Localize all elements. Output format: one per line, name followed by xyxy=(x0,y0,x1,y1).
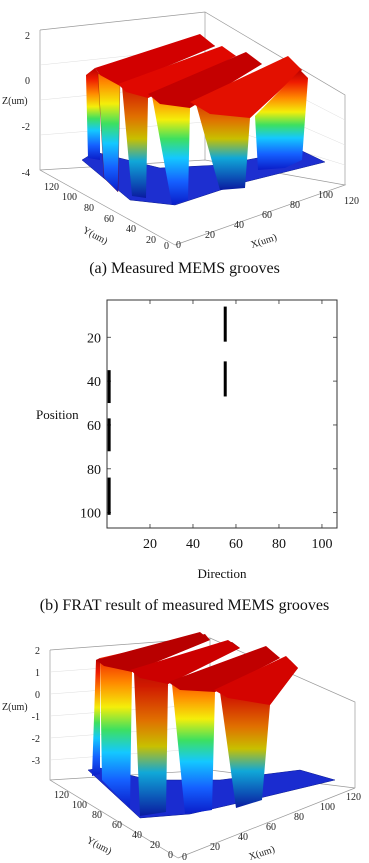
x-tick-label: 40 xyxy=(186,537,200,552)
figure-a-ridge-1-top xyxy=(95,34,215,86)
x-tick: 60 xyxy=(262,210,272,221)
y-tick: 20 xyxy=(150,840,160,851)
z-tick: -2 xyxy=(32,734,40,745)
figure-a-ridge-3-top xyxy=(148,52,262,108)
y-tick: 100 xyxy=(72,800,87,811)
z-tick: 2 xyxy=(25,31,30,42)
x-tick: 100 xyxy=(320,802,335,813)
y-tick: 60 xyxy=(104,214,114,225)
figure-b-y-axis-label: Position xyxy=(36,407,79,422)
x-tick: 80 xyxy=(294,812,304,823)
figure-c-ridge-2 xyxy=(134,642,240,816)
figure-c-surface xyxy=(87,632,336,819)
y-tick: 0 xyxy=(164,241,169,252)
y-tick: 40 xyxy=(132,830,142,841)
figure-c-block-face xyxy=(92,658,100,776)
figure-c-z-ticks: 2 1 0 -1 -2 -3 xyxy=(32,646,40,767)
y-tick-label: 60 xyxy=(87,419,101,434)
z-tick: -4 xyxy=(22,168,30,179)
y-tick-label: 40 xyxy=(87,375,101,390)
y-tick: 100 xyxy=(62,192,77,203)
x-tick: 40 xyxy=(234,220,244,231)
x-tick-label: 20 xyxy=(143,537,157,552)
figure-a-ridge-4-top xyxy=(190,56,302,118)
figure-c-x-ticks: 0 20 40 60 80 100 120 xyxy=(182,792,361,863)
figure-c-surface-plot: 2 1 0 -1 -2 -3 Z(um) 120 100 80 60 40 20… xyxy=(2,632,361,863)
x-tick: 120 xyxy=(344,196,359,207)
figure-a-z-axis-label: Z(um) xyxy=(2,96,28,107)
figure-c-y-ticks: 120 100 80 60 40 20 0 xyxy=(54,790,173,861)
figure-b-marks xyxy=(107,306,227,515)
y-tick-label: 80 xyxy=(87,463,101,478)
figure-b-ticks: 20 40 60 80 100 20 40 60 80 100 xyxy=(80,300,337,552)
y-tick: 0 xyxy=(168,850,173,861)
y-tick: 60 xyxy=(112,820,122,831)
y-tick: 80 xyxy=(84,203,94,214)
x-tick: 60 xyxy=(266,822,276,833)
figure-a-ridge-5 xyxy=(255,70,308,170)
figure-b-plot-frame xyxy=(106,299,338,529)
figure-a-ridge-2-top xyxy=(118,46,236,98)
z-tick: -3 xyxy=(32,756,40,767)
x-tick: 20 xyxy=(210,842,220,853)
x-tick: 80 xyxy=(290,200,300,211)
x-tick: 40 xyxy=(238,832,248,843)
figure-a-caption: (a) Measured MEMS grooves xyxy=(89,260,280,277)
y-tick: 80 xyxy=(92,810,102,821)
z-tick: 0 xyxy=(35,690,40,701)
x-tick-label: 80 xyxy=(272,537,286,552)
figure-c-z-axis-label: Z(um) xyxy=(2,702,28,713)
y-tick: 120 xyxy=(54,790,69,801)
x-tick: 0 xyxy=(176,240,181,251)
z-tick: 2 xyxy=(35,646,40,657)
y-tick: 20 xyxy=(146,235,156,246)
figure-b-x-axis-label: Direction xyxy=(197,566,247,581)
figure-a-surface xyxy=(81,34,326,206)
z-tick: 1 xyxy=(35,668,40,679)
x-tick: 120 xyxy=(346,792,361,803)
figure-b-frat-plot: 20 40 60 80 100 20 40 60 80 100 Position Directio… xyxy=(36,299,338,581)
x-tick-label: 100 xyxy=(311,537,332,552)
figure-a-groove-front-face xyxy=(86,68,100,160)
z-tick: 0 xyxy=(25,76,30,87)
figure-c-ridge-2-top xyxy=(130,640,240,684)
figure-a-surface-plot: 2 0 -2 -4 Z(um) 120 100 80 60 40 20 0 Y(… xyxy=(2,11,359,252)
z-tick: -2 xyxy=(22,122,30,133)
figure-b-caption: (b) FRAT result of measured MEMS grooves xyxy=(39,597,330,614)
figure-c-ridge-3-top xyxy=(168,646,280,692)
y-tick: 40 xyxy=(126,224,136,235)
figure-c-ridge-1 xyxy=(100,634,210,808)
figure-a-y-axis-label: Y(um) xyxy=(81,225,110,247)
figure-c-ridge-4-top xyxy=(214,656,298,705)
y-tick: 120 xyxy=(44,182,59,193)
z-tick: -1 xyxy=(32,712,40,723)
x-tick: 20 xyxy=(205,230,215,241)
figure-a-z-ticks: 2 0 -2 -4 xyxy=(22,31,30,179)
x-tick: 100 xyxy=(318,190,333,201)
figure-a-x-ticks: 0 20 40 60 80 100 120 xyxy=(176,190,359,251)
figure-a-y-ticks: 120 100 80 60 40 20 0 xyxy=(44,182,169,252)
figure-c-y-axis-label: Y(um) xyxy=(85,835,114,857)
y-tick-label: 20 xyxy=(87,331,101,346)
figure-c-x-axis-label: X(um) xyxy=(248,844,277,863)
x-tick-label: 60 xyxy=(229,537,243,552)
figure-a-x-axis-label: X(um) xyxy=(250,232,279,251)
y-tick-label: 100 xyxy=(80,507,101,522)
x-tick: 0 xyxy=(182,852,187,863)
figure-c-ridge-1-top xyxy=(96,632,210,672)
